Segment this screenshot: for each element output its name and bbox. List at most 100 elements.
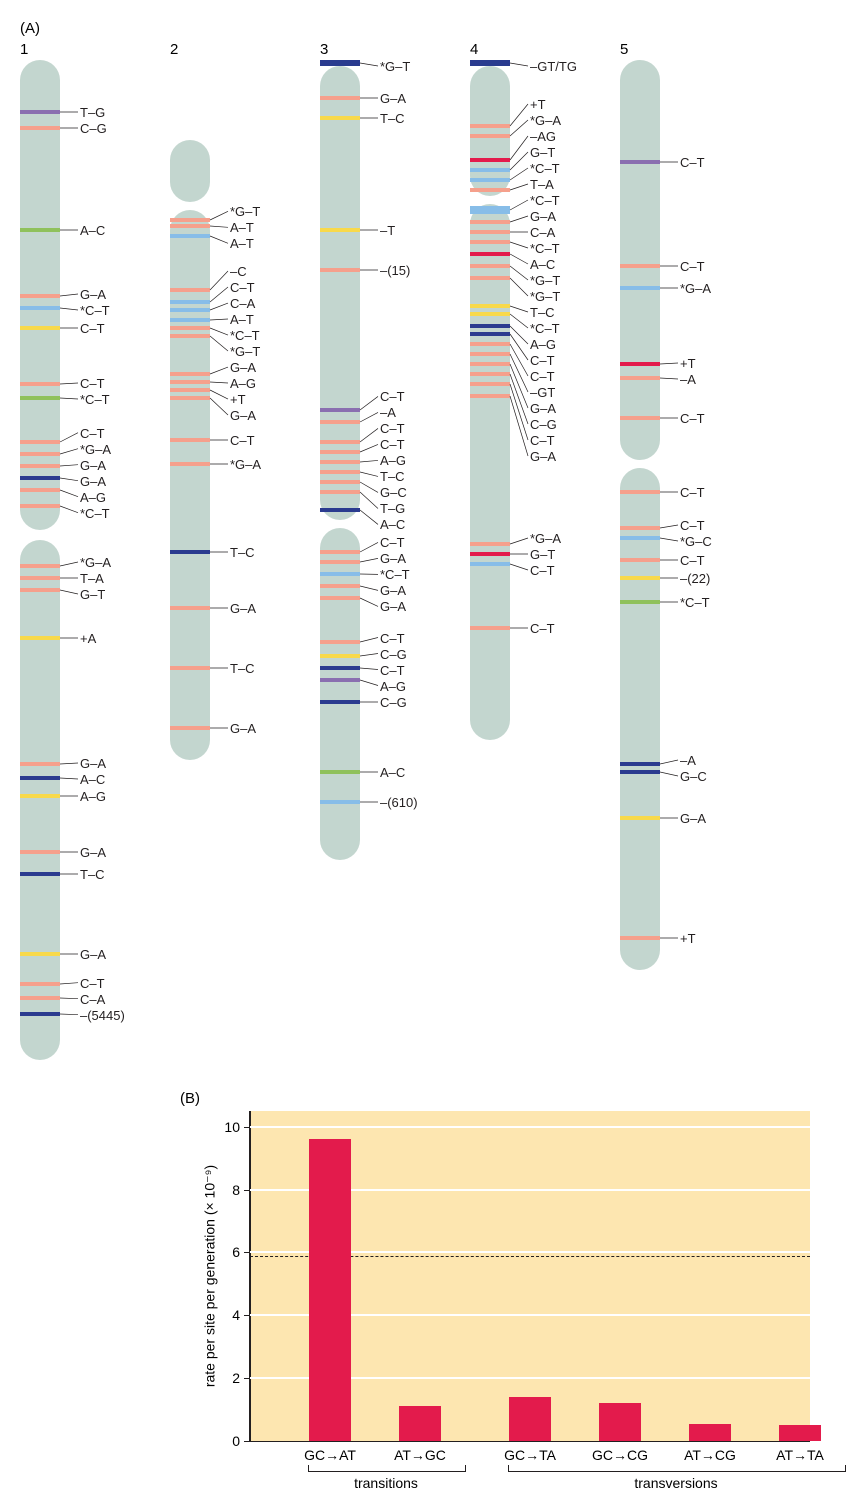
mutation-band <box>620 762 660 766</box>
mutation-label: G–A <box>380 552 406 565</box>
mutation-label: C–G <box>380 696 407 709</box>
mutation-label: *C–T <box>80 507 110 520</box>
mutation-label: *G–A <box>230 458 261 471</box>
mutation-band <box>20 588 60 592</box>
mutation-label: A–G <box>80 790 106 803</box>
mutation-label: *C–T <box>530 162 560 175</box>
mutation-band <box>20 464 60 468</box>
mutation-band <box>20 504 60 508</box>
y-tick-label: 4 <box>232 1307 240 1323</box>
mutation-band <box>470 542 510 546</box>
mutation-label: C–G <box>380 648 407 661</box>
mutation-label: T–G <box>80 106 105 119</box>
mutation-label: T–C <box>380 112 405 125</box>
mutation-label: *G–A <box>680 282 711 295</box>
mutation-label: G–A <box>230 361 256 374</box>
mutation-label: *C–T <box>680 596 710 609</box>
y-tick-label: 6 <box>232 1244 240 1260</box>
mutation-band <box>170 726 210 730</box>
mutation-label: T–G <box>380 502 405 515</box>
mutation-label: C–T <box>530 354 555 367</box>
mutation-label: T–A <box>80 572 104 585</box>
mutation-band <box>320 700 360 704</box>
x-tick-label: AT→TA <box>776 1447 824 1463</box>
mutation-band <box>470 220 510 224</box>
mutation-label: C–T <box>80 377 105 390</box>
mutation-label: T–C <box>380 470 405 483</box>
mutation-label: +T <box>680 357 696 370</box>
mutation-labels: –GT/TG+T*G–A–AGG–T*C–TT–A*C–TG–AC–A*C–TA… <box>516 60 596 740</box>
mutation-label: –(22) <box>680 572 710 585</box>
mutation-band <box>20 636 60 640</box>
mutation-band <box>20 488 60 492</box>
chromosome-wrap: C–TC–T*G–A+T–AC–TC–TC–T*G–CC–T–(22)*C–T–… <box>620 60 746 970</box>
y-tick-label: 10 <box>224 1119 240 1135</box>
mutation-label: C–T <box>380 390 405 403</box>
mutation-band <box>170 396 210 400</box>
mutation-label: C–T <box>680 156 705 169</box>
mutation-label: *C–T <box>530 242 560 255</box>
mutation-band <box>320 550 360 554</box>
mutation-band <box>470 562 510 566</box>
mutation-label: C–T <box>80 427 105 440</box>
mutation-label: C–T <box>530 370 555 383</box>
mutation-band <box>620 576 660 580</box>
mutation-band <box>320 490 360 494</box>
mutation-label: –GT <box>530 386 555 399</box>
mutation-band <box>470 168 510 172</box>
chromosome-wrap: T–GC–GA–CG–A*C–TC–TC–T*C–TC–T*G–AG–AG–AA… <box>20 60 146 1060</box>
x-tick-label: GC→TA <box>504 1447 556 1463</box>
mutation-label: A–C <box>80 773 105 786</box>
mutation-band <box>20 326 60 330</box>
mutation-band <box>170 606 210 610</box>
x-tick-label: GC→CG <box>592 1447 648 1463</box>
mutation-label: C–T <box>230 434 255 447</box>
mutation-band <box>470 342 510 346</box>
mutation-label: G–A <box>80 757 106 770</box>
mutation-band <box>170 666 210 670</box>
mutation-band <box>170 438 210 442</box>
mutation-band <box>320 60 360 66</box>
y-tick-label: 2 <box>232 1370 240 1386</box>
mutation-band <box>620 264 660 268</box>
chromosome-wrap: –GT/TG+T*G–A–AGG–T*C–TT–A*C–TG–AC–A*C–TA… <box>470 60 596 740</box>
mutation-band <box>470 332 510 336</box>
mutation-band <box>170 308 210 312</box>
mutation-label: G–A <box>80 475 106 488</box>
mutation-band <box>320 96 360 100</box>
panel-a-label: (A) <box>20 20 839 37</box>
mutation-label: G–A <box>230 722 256 735</box>
mutation-band <box>320 460 360 464</box>
mutation-label: C–T <box>680 554 705 567</box>
mutation-band <box>320 800 360 804</box>
mutation-label: G–T <box>530 146 555 159</box>
mutation-label: *G–A <box>80 556 111 569</box>
mutation-label: *G–A <box>530 114 561 127</box>
mutation-label: G–C <box>680 770 707 783</box>
mutation-band <box>170 372 210 376</box>
mutation-band <box>470 134 510 138</box>
mutation-label: G–A <box>530 450 556 463</box>
mutation-band <box>170 224 210 228</box>
mutation-band <box>320 508 360 512</box>
mutation-band <box>20 996 60 1000</box>
mutation-band <box>320 654 360 658</box>
chromosome-number: 3 <box>320 41 328 58</box>
mutation-label: C–T <box>80 322 105 335</box>
mutation-band <box>620 160 660 164</box>
mutation-band <box>620 490 660 494</box>
chromosome-5: 5C–TC–T*G–A+T–AC–TC–TC–T*G–CC–T–(22)*C–T… <box>620 41 746 970</box>
mutation-label: G–A <box>530 210 556 223</box>
mutation-band <box>20 762 60 766</box>
mutation-label: G–T <box>80 588 105 601</box>
bar <box>399 1406 441 1441</box>
mutation-label: +T <box>530 98 546 111</box>
mutation-band <box>620 362 660 366</box>
mutation-band <box>620 526 660 530</box>
mutation-label: *G–A <box>80 443 111 456</box>
mutation-rate-chart: rate per site per generation (× 10⁻⁹) 02… <box>250 1111 810 1441</box>
mutation-band <box>470 188 510 192</box>
mutation-label: A–G <box>230 377 256 390</box>
mutation-band <box>170 318 210 322</box>
mutation-band <box>20 396 60 400</box>
